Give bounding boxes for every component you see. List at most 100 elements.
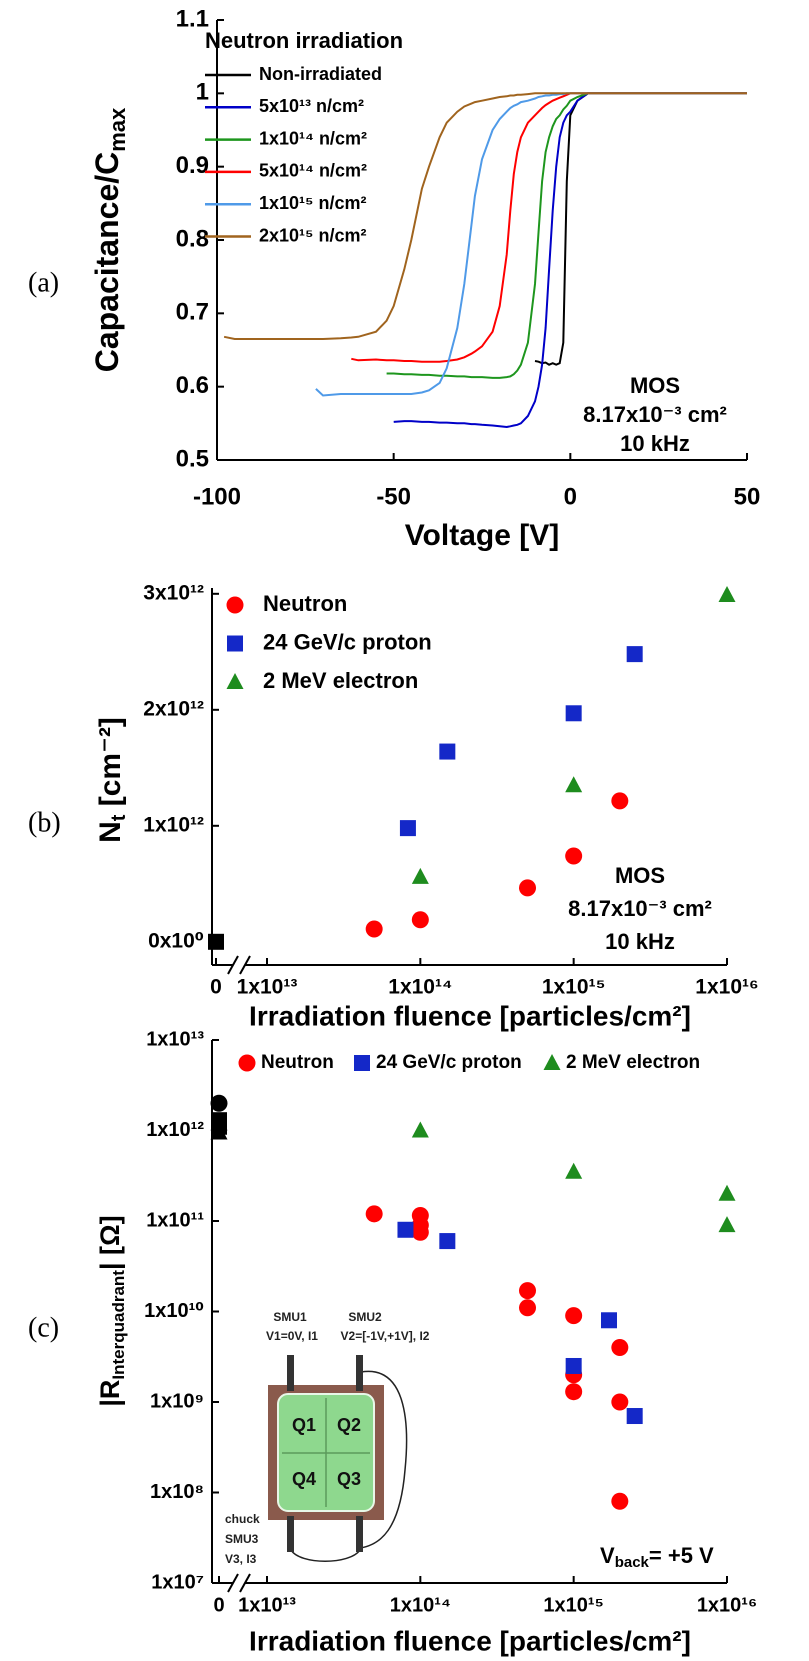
legend-label: 2x10¹⁵ n/cm² — [259, 225, 367, 245]
annotation: MOS — [630, 373, 680, 398]
annotation: Vback= +5 V — [600, 1543, 714, 1571]
y-axis-title-main: N — [94, 821, 127, 843]
data-point — [718, 1216, 736, 1233]
data-point — [411, 1223, 429, 1241]
data-point — [519, 879, 537, 897]
data-point — [210, 1123, 228, 1140]
y-tick-label: 1x10¹³ — [146, 1028, 204, 1050]
legend-label: Non-irradiated — [259, 64, 382, 84]
data-point — [439, 743, 456, 760]
y-tick-label: 1.1 — [176, 5, 209, 32]
y-axis-title: Capacitance/Cmax — [89, 107, 129, 372]
x-tick-label: -100 — [193, 483, 241, 510]
y-tick-label: 0.8 — [176, 225, 209, 252]
line-series — [223, 92, 747, 340]
probe — [287, 1516, 294, 1552]
legend-label: Neutron — [263, 591, 347, 616]
quadrant-label: Q2 — [337, 1415, 361, 1435]
legend-label: Neutron — [261, 1052, 334, 1073]
inset-label: SMU1 — [273, 1310, 307, 1324]
annotation: 10 kHz — [605, 929, 675, 954]
data-point — [565, 1383, 583, 1401]
data-point — [611, 1339, 629, 1357]
data-point — [399, 820, 416, 837]
line-series — [351, 92, 747, 363]
x-tick-label: 1x10¹⁶ — [695, 976, 758, 999]
line-series — [534, 92, 747, 366]
legend-label: 2 MeV electron — [566, 1052, 700, 1073]
axis-break-gap — [233, 1579, 245, 1587]
y-tick-label: 0.9 — [176, 152, 209, 179]
data-point — [565, 1162, 583, 1179]
y-axis-title-sub: t — [108, 814, 130, 821]
probe — [356, 1516, 363, 1552]
data-point — [411, 1121, 429, 1138]
data-point — [411, 911, 429, 929]
data-point — [565, 1307, 583, 1325]
x-tick-label: 0 — [213, 1594, 224, 1616]
panel-label: (c) — [28, 1312, 59, 1343]
quadrant-label: Q4 — [292, 1469, 316, 1489]
wire — [359, 1370, 408, 1549]
axis-break-mark — [227, 1573, 239, 1593]
y-tick-label: 1x10¹² — [143, 813, 204, 836]
x-tick-label: 1x10¹⁵ — [543, 1594, 604, 1616]
axis-break-gap — [233, 961, 245, 969]
y-tick-label: 1x10¹² — [146, 1119, 204, 1141]
legend-marker — [543, 1054, 561, 1070]
data-point — [565, 847, 583, 865]
data-point — [411, 867, 429, 884]
line-series — [386, 92, 747, 379]
x-tick-label: -50 — [376, 483, 411, 510]
y-tick-label: 1x10⁷ — [151, 1571, 204, 1593]
x-tick-label: 1x10¹³ — [237, 976, 298, 999]
y-tick-label: 1x10⁸ — [150, 1481, 204, 1503]
line-series — [315, 92, 747, 397]
y-tick-label: 0x10⁰ — [148, 929, 204, 952]
x-axis-title: Irradiation fluence [particles/cm²] — [249, 1625, 691, 1656]
axis-break-mark — [239, 955, 251, 975]
inset-label: chuck — [225, 1512, 260, 1526]
data-point — [519, 1282, 537, 1300]
data-point — [519, 1299, 537, 1317]
legend-label: 1x10¹⁵ n/cm² — [259, 193, 367, 213]
y-tick-label: 0.5 — [176, 445, 209, 472]
inset-label: V3, I3 — [225, 1552, 257, 1566]
data-point — [210, 1094, 228, 1112]
wire — [290, 1549, 361, 1562]
annotation: 8.17x10⁻³ cm² — [568, 896, 712, 921]
x-tick-label: 1x10¹⁴ — [388, 976, 452, 999]
y-tick-label: 0.7 — [176, 299, 209, 326]
y-axis-title: |RInterquadrant| [Ω] — [95, 1215, 128, 1406]
x-tick-label: 0 — [564, 483, 577, 510]
panel-label: (a) — [28, 267, 59, 298]
inset-label: SMU3 — [225, 1532, 259, 1546]
y-tick-label: 1x10⁹ — [150, 1390, 204, 1412]
legend-marker — [226, 673, 244, 689]
y-axis-title-main: Capacitance/C — [89, 152, 125, 373]
y-tick-label: 0.6 — [176, 372, 209, 399]
x-tick-label: 0 — [210, 976, 222, 999]
y-axis-title: Nt [cm⁻²] — [94, 717, 130, 843]
y-axis-title-sub: Interquadrant — [109, 1270, 128, 1380]
y-tick-label: 3x10¹² — [143, 581, 204, 604]
x-tick-label: 1x10¹⁵ — [542, 976, 606, 999]
annotation-rest: = +5 V — [649, 1543, 714, 1568]
y-tick-label: 1 — [196, 79, 209, 106]
x-axis-title: Voltage [V] — [405, 519, 559, 552]
legend-title: Neutron irradiation — [205, 28, 403, 53]
legend-label: 1x10¹⁴ n/cm² — [259, 128, 367, 148]
annotation-main: V — [600, 1543, 615, 1568]
probe — [287, 1355, 294, 1391]
data-point — [210, 1114, 228, 1131]
inset-label: SMU2 — [348, 1310, 382, 1324]
inset-diagram: SMU1 V1=0V, I1 SMU2 V2=[-1V,+1V], I2 Q1 … — [225, 1310, 430, 1566]
x-axis-title: Irradiation fluence [particles/cm²] — [249, 1000, 691, 1031]
x-tick-label: 50 — [734, 483, 761, 510]
y-axis-title-sub: max — [105, 107, 130, 152]
data-point — [718, 1184, 736, 1201]
x-tick-label: 1x10¹⁴ — [390, 1594, 451, 1616]
data-point — [611, 1492, 629, 1510]
data-point — [718, 585, 736, 602]
